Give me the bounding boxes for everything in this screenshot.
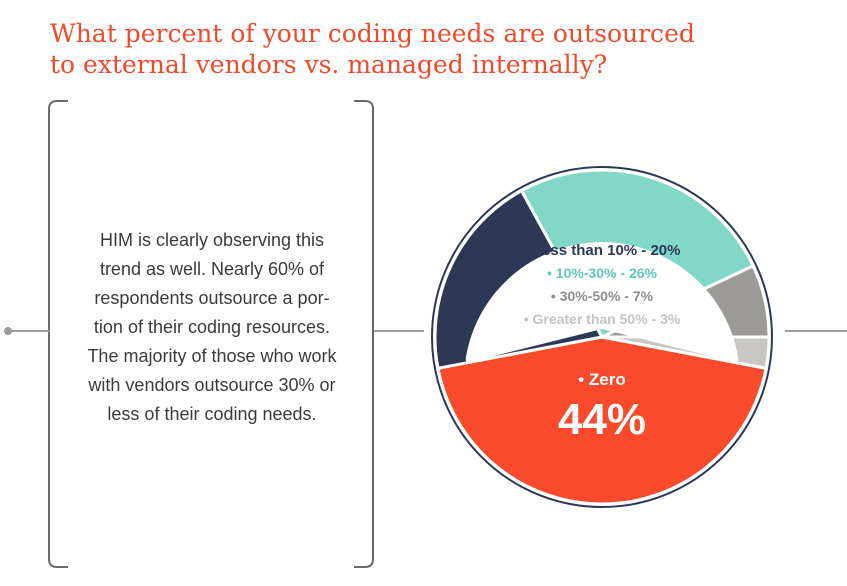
connector-line-right (785, 330, 847, 332)
commentary-line: HIM is clearly observing this (99, 230, 325, 250)
commentary-text: HIM is clearly observing this trend as w… (70, 226, 354, 429)
connector-line-middle (374, 330, 424, 332)
page-title: What percent of your coding needs are ou… (50, 18, 830, 80)
commentary-line: less of their coding needs. (107, 404, 317, 424)
coding-outsourcing-chart: • Less than 10% - 20% • 10%-30% - 26% • 30… (431, 166, 773, 508)
right-bracket (354, 100, 374, 568)
commentary-line: with vendors outsource 30% or (88, 375, 336, 395)
commentary-line: trend as well. Nearly 60% of (99, 259, 325, 279)
legend-label-greater-than-50: • Greater than 50% - 3% (524, 311, 681, 327)
slice-label-zero: • Zero (578, 370, 626, 389)
left-bracket (48, 100, 68, 568)
title-line-2: to external vendors vs. managed internal… (50, 50, 608, 79)
legend-label-30-50: • 30%-50% - 7% (551, 288, 654, 304)
title-line-1: What percent of your coding needs are ou… (50, 19, 695, 48)
commentary-line: The majority of those who work (87, 346, 337, 366)
connector-line-left (10, 330, 50, 332)
slice-value-zero: 44% (558, 395, 646, 444)
donut-center (465, 242, 739, 363)
connector-dot (4, 327, 12, 335)
commentary-line: tion of their coding resources. (93, 317, 331, 337)
legend-label-10-30: • 10%-30% - 26% (547, 265, 658, 281)
commentary-line: respondents outsource a por- (94, 288, 330, 308)
legend-label-less-than-10: • Less than 10% - 20% (524, 242, 681, 259)
pie-slice-zero (436, 335, 768, 506)
